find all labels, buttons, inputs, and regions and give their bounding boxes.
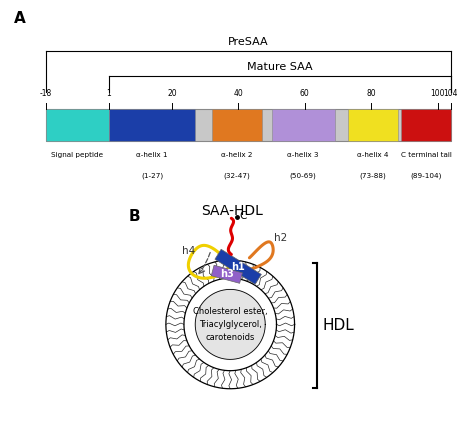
Text: 60: 60 [300,89,310,98]
Bar [46,109,109,141]
Text: 80: 80 [366,89,376,98]
Bar [348,109,398,141]
Text: α-helix 3: α-helix 3 [287,152,319,158]
Text: -18: -18 [40,89,52,98]
Text: h4: h4 [182,246,195,256]
Text: (1-27): (1-27) [141,172,163,178]
Text: 100: 100 [430,89,445,98]
Text: SAA-HDL: SAA-HDL [201,204,264,218]
Text: h1: h1 [231,262,245,272]
Text: HDL: HDL [323,318,355,333]
Text: C: C [240,211,247,222]
Text: 104: 104 [444,89,458,98]
Bar [212,109,262,141]
Text: α-helix 2: α-helix 2 [221,152,253,158]
Text: (89-104): (89-104) [410,172,442,178]
Polygon shape [211,265,242,283]
Text: (32-47): (32-47) [223,172,250,178]
Text: Cholesterol ester,
Triacylglycerol,
carotenoids: Cholesterol ester, Triacylglycerol, caro… [193,307,267,342]
Circle shape [195,289,265,360]
Text: (50-69): (50-69) [290,172,317,178]
Bar [272,109,335,141]
Text: 20: 20 [167,89,177,98]
Text: PreSAA: PreSAA [228,37,269,47]
Text: h3: h3 [220,269,234,279]
Text: 40: 40 [234,89,243,98]
Text: Signal peptide: Signal peptide [51,152,103,158]
Text: h2: h2 [274,233,288,243]
Bar [401,109,451,141]
Bar [46,109,451,141]
Text: (73-88): (73-88) [359,172,386,178]
Text: C terminal tail: C terminal tail [401,152,451,158]
Text: α-helix 1: α-helix 1 [137,152,168,158]
Text: A: A [14,11,26,26]
Text: 1: 1 [107,89,111,98]
Polygon shape [215,249,261,285]
Text: α-helix 4: α-helix 4 [357,152,389,158]
Text: Mature SAA: Mature SAA [247,62,313,72]
Bar [109,109,195,141]
Text: B: B [128,209,140,224]
